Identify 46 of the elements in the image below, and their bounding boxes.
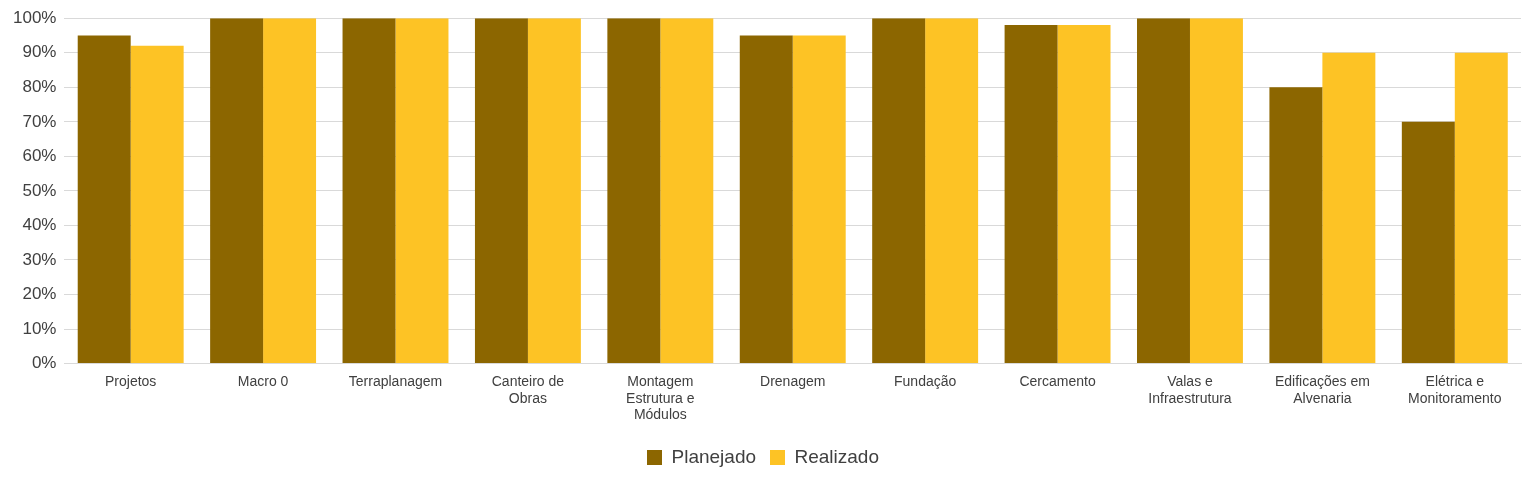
x-tick-label: Valas e Infraestrutura <box>1148 372 1232 406</box>
legend-label: Planejado <box>671 445 757 467</box>
bar <box>660 18 714 364</box>
legend-label: Realizado <box>794 445 880 467</box>
bar <box>872 18 926 364</box>
bar <box>342 18 396 364</box>
bar <box>263 18 317 364</box>
y-tick-label: 10% <box>22 318 57 338</box>
y-tick-label: 90% <box>22 42 57 62</box>
x-tick-label: Edificações em Alvenaria <box>1274 372 1370 406</box>
bar <box>1454 52 1508 364</box>
bar <box>1137 18 1190 364</box>
y-tick-label: 80% <box>22 76 57 96</box>
bar <box>1057 25 1111 364</box>
y-tick-label: 70% <box>22 111 57 131</box>
y-tick-label: 50% <box>22 180 57 200</box>
bar <box>210 18 264 364</box>
bar <box>1269 87 1323 364</box>
bar <box>792 35 846 364</box>
x-tick-label: Fundação <box>894 372 957 389</box>
y-tick-label: 30% <box>22 249 57 269</box>
y-tick-label: 0% <box>31 353 57 373</box>
bar <box>395 18 449 364</box>
bar <box>607 18 661 364</box>
x-tick-label: Macro 0 <box>237 372 289 389</box>
y-tick-label: 60% <box>22 146 57 166</box>
y-tick-label: 100% <box>13 7 57 27</box>
y-tick-label: 20% <box>22 284 57 304</box>
x-tick-label: Drenagem <box>760 372 826 389</box>
bar <box>77 35 131 364</box>
bar <box>474 18 528 364</box>
y-tick-label: 40% <box>22 215 57 235</box>
x-tick-label: Elétrica e Monitoramento <box>1408 372 1502 406</box>
x-tick-label: Montagem Estrutura e Módulos <box>626 372 695 423</box>
bar <box>925 18 979 364</box>
bar <box>1004 25 1058 364</box>
x-tick-label: Projetos <box>105 372 157 389</box>
x-tick-label: Canteiro de Obras <box>491 372 565 406</box>
bar <box>1322 52 1376 364</box>
bar <box>527 18 581 364</box>
x-tick-label: Cercamento <box>1019 372 1096 389</box>
bar <box>130 45 184 364</box>
x-tick-label: Terraplanagem <box>348 372 443 389</box>
bar <box>1189 18 1243 364</box>
bar <box>1401 121 1455 364</box>
bar <box>739 35 793 364</box>
